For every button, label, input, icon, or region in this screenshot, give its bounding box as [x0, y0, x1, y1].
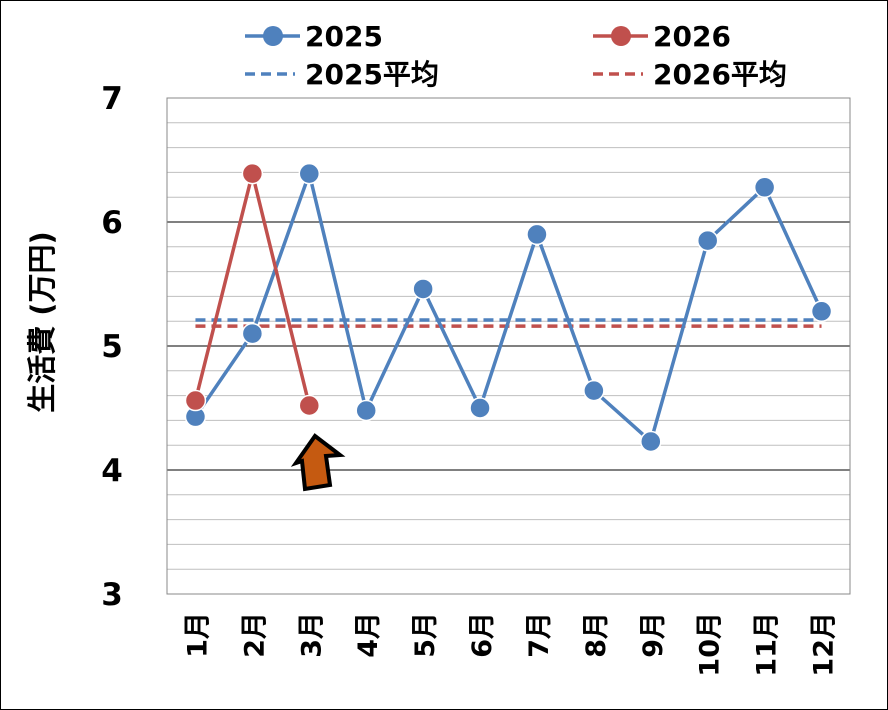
data-point-2025 — [583, 379, 605, 402]
x-tick-label: 11月 — [752, 612, 783, 677]
x-tick-label: 6月 — [467, 612, 498, 658]
y-tick-label: 7 — [101, 81, 123, 117]
y-tick-label: 6 — [101, 205, 123, 241]
x-tick-label: 3月 — [296, 612, 327, 658]
x-tick-label: 1月 — [182, 612, 213, 658]
legend-label: 2025平均 — [305, 58, 439, 91]
data-point-2025 — [298, 162, 321, 185]
series-line-2025 — [194, 167, 824, 445]
data-point-2026 — [298, 394, 321, 417]
y-tick-label: 3 — [101, 577, 123, 613]
y-tick-label: 4 — [101, 453, 123, 489]
x-tick-label: 7月 — [524, 612, 555, 658]
legend-marker — [263, 26, 283, 46]
data-point-2026 — [184, 389, 207, 412]
data-point-2025 — [640, 430, 662, 453]
data-point-2025 — [241, 322, 264, 345]
y-axis-label: 生活費 (万円) — [25, 231, 59, 413]
legend-label: 2025 — [305, 20, 383, 53]
legend-label: 2026 — [653, 20, 731, 53]
data-point-2025 — [526, 223, 548, 246]
legend-label: 2026平均 — [653, 58, 787, 91]
x-tick-label: 4月 — [353, 612, 384, 658]
data-point-2026 — [241, 162, 264, 185]
annotation-arrow — [290, 433, 346, 492]
x-tick-label: 2月 — [239, 612, 270, 658]
data-point-2025 — [355, 399, 377, 422]
x-tick-label: 12月 — [809, 612, 840, 677]
x-tick-label: 8月 — [581, 612, 612, 658]
data-point-2025 — [753, 176, 776, 199]
x-tick-label: 5月 — [410, 612, 441, 658]
plot-area — [166, 97, 851, 595]
data-point-2025 — [696, 229, 719, 252]
data-point-2025 — [469, 397, 491, 419]
data-point-2025 — [412, 278, 434, 300]
y-tick-label: 5 — [101, 329, 123, 365]
legend-marker — [611, 26, 631, 46]
x-tick-label: 10月 — [695, 612, 726, 677]
x-tick-label: 9月 — [638, 612, 669, 658]
data-point-2025 — [810, 300, 833, 323]
